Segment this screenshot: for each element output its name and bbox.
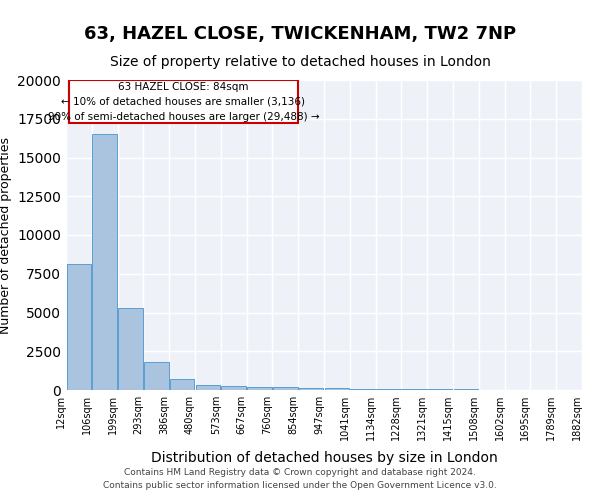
Text: Size of property relative to detached houses in London: Size of property relative to detached ho… [110,55,490,69]
Bar [273,387,298,390]
Bar [118,308,143,390]
Bar [67,264,91,390]
Bar [144,362,169,390]
Bar [170,379,194,390]
Bar [299,388,323,390]
Bar [247,387,272,390]
Text: Contains HM Land Registry data © Crown copyright and database right 2024.
Contai: Contains HM Land Registry data © Crown c… [103,468,497,490]
Bar [350,389,375,390]
Bar [402,389,427,390]
Bar [68,80,298,124]
Text: 63, HAZEL CLOSE, TWICKENHAM, TW2 7NP: 63, HAZEL CLOSE, TWICKENHAM, TW2 7NP [84,25,516,43]
Bar [196,386,220,390]
Text: 63 HAZEL CLOSE: 84sqm
← 10% of detached houses are smaller (3,136)
90% of semi-d: 63 HAZEL CLOSE: 84sqm ← 10% of detached … [47,82,319,122]
X-axis label: Distribution of detached houses by size in London: Distribution of detached houses by size … [151,452,497,466]
Y-axis label: Number of detached properties: Number of detached properties [0,136,12,334]
Bar [376,389,401,390]
Bar [92,134,117,390]
Bar [221,386,246,390]
Bar [325,388,349,390]
